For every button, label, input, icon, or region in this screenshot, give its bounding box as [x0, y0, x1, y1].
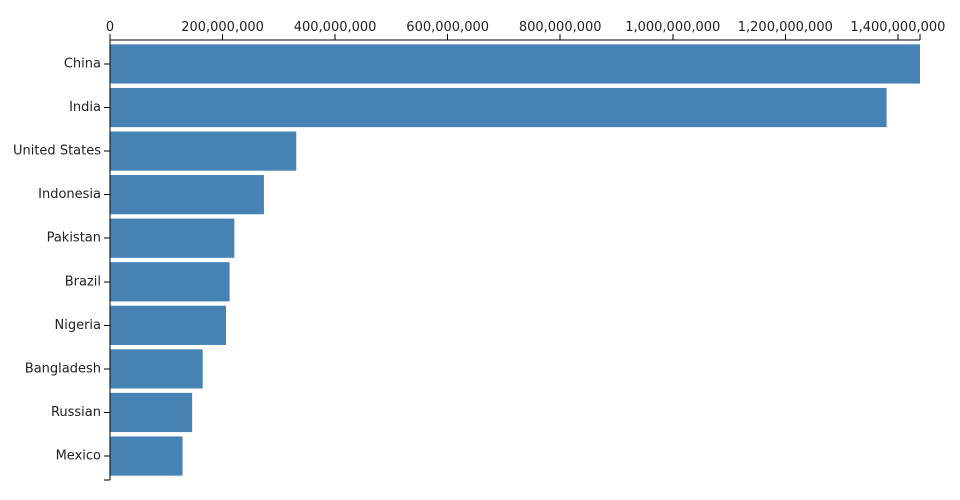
bar-china — [110, 44, 920, 84]
bar-russian — [110, 392, 193, 433]
y-tick-label-bangladesh: Bangladesh — [25, 361, 101, 376]
bar-bangladesh — [110, 349, 203, 389]
x-tick-label: 600,000,000 — [406, 20, 489, 35]
bar-india — [110, 87, 887, 128]
x-tick-label: 1,000,000,000 — [625, 20, 720, 35]
x-tick-label: 1,200,000,000 — [738, 20, 833, 35]
x-tick-label: 0 — [106, 20, 114, 35]
y-tick-label-indonesia: Indonesia — [38, 187, 101, 202]
bar-indonesia — [110, 175, 264, 215]
y-tick-label-nigeria: Nigeria — [54, 318, 101, 333]
y-tick-label-china: China — [64, 56, 101, 71]
y-tick-label-india: India — [69, 100, 101, 115]
x-tick-label: 1,400,000,000 — [850, 20, 945, 35]
bar-united-states — [110, 131, 297, 171]
bar-brazil — [110, 262, 230, 302]
bar-mexico — [110, 436, 183, 476]
bar-nigeria — [110, 305, 227, 345]
y-tick-label-russian: Russian — [51, 405, 101, 420]
bars-group — [110, 44, 920, 476]
x-tick-label: 800,000,000 — [519, 20, 602, 35]
x-tick-label: 200,000,000 — [181, 20, 264, 35]
y-axis: China India United States Indonesia Pakistan… — [13, 40, 111, 481]
x-axis: 0 200,000,000 400,000,000 600,000,000 800,00… — [106, 20, 945, 41]
y-tick-label-pakistan: Pakistan — [47, 231, 101, 246]
bar-pakistan — [110, 218, 235, 258]
x-tick-label: 400,000,000 — [294, 20, 377, 35]
y-tick-label-mexico: Mexico — [56, 449, 101, 464]
y-tick-label-brazil: Brazil — [65, 274, 101, 289]
y-tick-label-united-states: United States — [13, 144, 101, 159]
